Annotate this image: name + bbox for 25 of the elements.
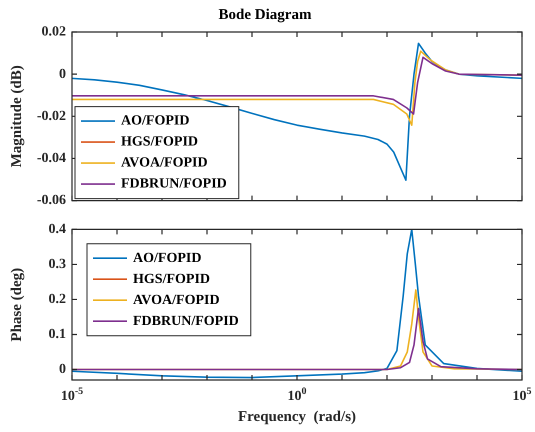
x-tick-label: 10$^{0}$ — [288, 386, 306, 404]
y-tick-label: 0 — [59, 66, 66, 82]
legend-label: HGS/FOPID — [133, 272, 210, 287]
legend-label: AVOA/FOPID — [121, 156, 208, 171]
x-tick-label: 10$^{5}$ — [512, 386, 532, 404]
y-tick-label: -0.02 — [36, 108, 66, 124]
legend-label: HGS/FOPID — [121, 134, 198, 150]
chart-title: Bode Diagram — [218, 6, 312, 23]
legend-label: AVOA/FOPID — [133, 292, 220, 308]
y-tick-label: 0 — [59, 362, 66, 378]
y-tick-label: 0.4 — [48, 222, 66, 238]
legend-label: FDBRUN/FOPID — [133, 314, 239, 329]
x-axis-title: Frequency (rad/s) — [238, 408, 356, 425]
y-tick-label: -0.06 — [36, 193, 66, 208]
y-tick-label: 0.02 — [42, 24, 66, 40]
y-tick-label: 0.3 — [48, 257, 66, 272]
y-tick-label: -0.04 — [36, 151, 66, 166]
x-tick-label: 10$^{-5}$ — [60, 386, 84, 404]
legend-label: AO/FOPID — [121, 114, 190, 129]
y-axis-title: Magnitude (dB) — [8, 65, 25, 168]
y-tick-label: 0.1 — [48, 327, 66, 342]
legend-label: AO/FOPID — [133, 250, 202, 266]
legend-label: FDBRUN/FOPID — [121, 176, 227, 192]
y-tick-label: 0.2 — [48, 292, 66, 308]
y-axis-title: Phase (deg) — [8, 268, 25, 342]
